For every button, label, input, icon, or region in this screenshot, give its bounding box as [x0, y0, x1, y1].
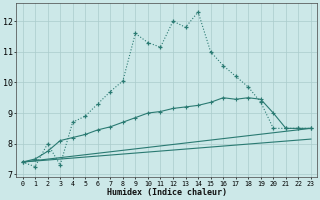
X-axis label: Humidex (Indice chaleur): Humidex (Indice chaleur) — [107, 188, 227, 197]
